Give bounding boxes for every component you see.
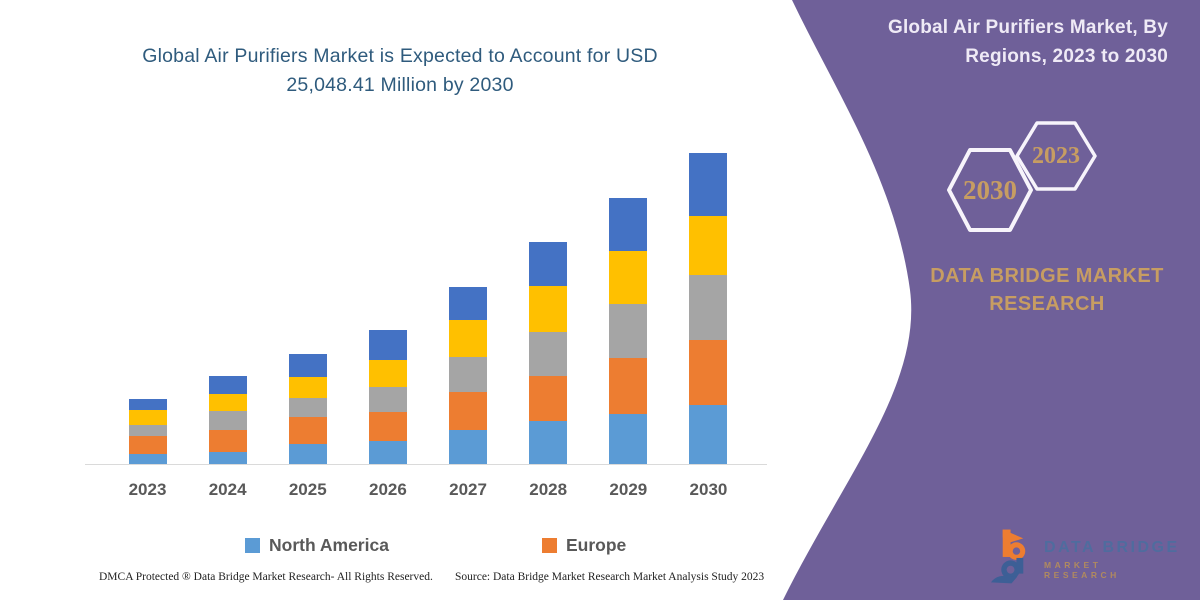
bar-segment xyxy=(368,330,407,360)
logo-icon xyxy=(990,529,1026,584)
bar-2026 xyxy=(368,330,407,464)
bar-segment xyxy=(689,405,728,464)
legend-label: North America xyxy=(269,535,389,555)
bar-segment xyxy=(368,440,407,464)
bar-segment xyxy=(689,340,728,405)
bar-segment xyxy=(288,353,327,377)
bar-2023 xyxy=(128,398,167,464)
x-axis-label: 2023 xyxy=(128,480,167,499)
hexagon-2023 xyxy=(1015,121,1097,191)
bar-segment xyxy=(128,424,167,436)
x-axis-label: 2026 xyxy=(368,480,407,499)
bar-segment xyxy=(449,430,488,464)
bar-2029 xyxy=(609,198,648,464)
bar-segment xyxy=(689,153,728,216)
bar-segment xyxy=(208,394,247,412)
logo-tagline: MARKET RESEARCH xyxy=(1044,560,1120,580)
bar-segment xyxy=(689,275,728,340)
bar-segment xyxy=(208,376,247,395)
bar-2030 xyxy=(689,153,728,464)
hexagon-2023-label: 2023 xyxy=(1032,143,1080,169)
bar-segment xyxy=(529,286,568,332)
bar-segment xyxy=(288,416,327,444)
bar-2027 xyxy=(449,287,488,464)
brand-name: DATA BRIDGE MARKET RESEARCH xyxy=(930,265,1164,315)
x-axis-label: 2029 xyxy=(609,480,648,499)
x-axis-label: 2027 xyxy=(449,480,487,499)
bar-segment xyxy=(128,454,167,464)
x-axis-line xyxy=(85,464,767,465)
bar-segment xyxy=(288,376,327,398)
bar-segment xyxy=(609,198,648,252)
bar-segment xyxy=(128,398,167,410)
bar-segment xyxy=(288,443,327,464)
bar-2028 xyxy=(529,241,568,464)
bar-segment xyxy=(449,356,488,393)
legend-swatch xyxy=(245,538,260,553)
bar-segment xyxy=(689,216,728,275)
bar-segment xyxy=(208,452,247,464)
source-note: Source: Data Bridge Market Research Mark… xyxy=(455,571,765,583)
x-axis-label: 2030 xyxy=(689,480,728,499)
logo-text: DATA BRIDGE MARKET RESEARCH xyxy=(1044,539,1180,590)
bar-segment xyxy=(208,411,247,430)
stacked-bar-chart xyxy=(85,140,775,466)
bar-segment xyxy=(529,421,568,464)
x-axis-label: 2028 xyxy=(529,480,568,499)
bar-segment xyxy=(529,375,568,421)
chart-legend: North America Europe xyxy=(85,535,775,559)
bar-segment xyxy=(609,304,648,359)
legend-item: North America xyxy=(245,535,389,556)
logo-wordmark: DATA BRIDGE xyxy=(1044,539,1180,556)
bar-segment xyxy=(128,435,167,454)
bar-segment xyxy=(368,386,407,413)
hexagon-2030-label: 2030 xyxy=(963,175,1017,205)
bar-segment xyxy=(529,331,568,376)
legend-item: Europe xyxy=(542,535,626,556)
bar-segment xyxy=(368,359,407,387)
company-logo: DATA BRIDGE MARKET RESEARCH xyxy=(990,526,1180,590)
panel-title: Global Air Purifiers Market, By Regions,… xyxy=(887,17,1168,68)
bar-segment xyxy=(128,409,167,425)
legend-label: Europe xyxy=(566,535,627,555)
bar-segment xyxy=(529,241,568,287)
bar-2024 xyxy=(208,376,247,464)
bar-segment xyxy=(449,392,488,430)
bar-segment xyxy=(368,412,407,441)
bar-segment xyxy=(288,397,327,417)
x-axis-label: 2025 xyxy=(288,480,327,499)
x-axis-labels: 2023 2024 2025 2026 2027 2028 2029 2030 xyxy=(85,480,775,506)
bar-segment xyxy=(609,358,648,415)
bar-segment xyxy=(449,320,488,357)
purple-panel-shape xyxy=(783,0,1200,600)
chart-title: Global Air Purifiers Market is Expected … xyxy=(142,45,658,97)
bar-2025 xyxy=(288,353,327,464)
bar-segment xyxy=(609,251,648,305)
bar-segment xyxy=(208,429,247,453)
hexagon-2030 xyxy=(947,148,1033,232)
bar-segment xyxy=(449,287,488,321)
legend-swatch xyxy=(542,538,557,553)
bar-segment xyxy=(609,414,648,464)
dmca-notice: DMCA Protected ® Data Bridge Market Rese… xyxy=(99,571,433,583)
x-axis-label: 2024 xyxy=(208,480,247,499)
